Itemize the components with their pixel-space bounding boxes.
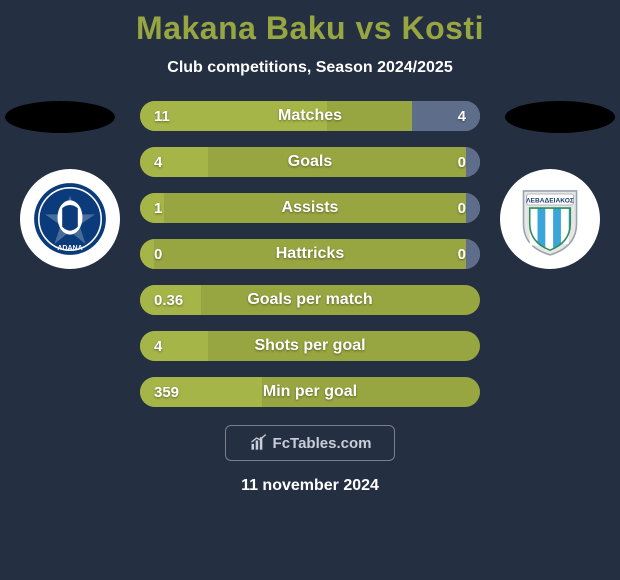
stat-label: Goals — [140, 147, 480, 177]
team-badge-left: ADANA — [20, 169, 120, 269]
stat-label: Assists — [140, 193, 480, 223]
crest-left-icon: ADANA — [31, 180, 109, 258]
stat-bars: 114Matches 40Goals 10Assists 00Hattricks 0.3… — [140, 101, 480, 423]
stat-row: 114Matches — [140, 101, 480, 131]
shadow-left — [5, 101, 115, 133]
stat-row: 00Hattricks — [140, 239, 480, 269]
chart-icon — [249, 433, 269, 453]
stat-label: Goals per match — [140, 285, 480, 315]
team-badge-right: ΛΕΒΑΔΕΙΑΚΟΣ — [500, 169, 600, 269]
footer-brand-text: FcTables.com — [273, 435, 372, 452]
stat-label: Matches — [140, 101, 480, 131]
stat-label: Hattricks — [140, 239, 480, 269]
svg-text:ΛΕΒΑΔΕΙΑΚΟΣ: ΛΕΒΑΔΕΙΑΚΟΣ — [526, 198, 574, 205]
stat-row: 4Shots per goal — [140, 331, 480, 361]
page-title: Makana Baku vs Kosti — [0, 0, 620, 47]
stat-row: 359Min per goal — [140, 377, 480, 407]
stat-row: 10Assists — [140, 193, 480, 223]
comparison-panel: ADANA ΛΕΒΑΔΕΙΑΚΟΣ 114Matches 40Goals 10Ass… — [0, 101, 620, 411]
shadow-right — [505, 101, 615, 133]
date-text: 11 november 2024 — [0, 477, 620, 495]
subtitle: Club competitions, Season 2024/2025 — [0, 59, 620, 77]
stat-row: 0.36Goals per match — [140, 285, 480, 315]
stat-row: 40Goals — [140, 147, 480, 177]
crest-right-icon: ΛΕΒΑΔΕΙΑΚΟΣ — [511, 180, 589, 258]
stat-label: Min per goal — [140, 377, 480, 407]
stat-label: Shots per goal — [140, 331, 480, 361]
footer-brand-badge: FcTables.com — [225, 425, 395, 461]
svg-text:ADANA: ADANA — [57, 245, 82, 252]
